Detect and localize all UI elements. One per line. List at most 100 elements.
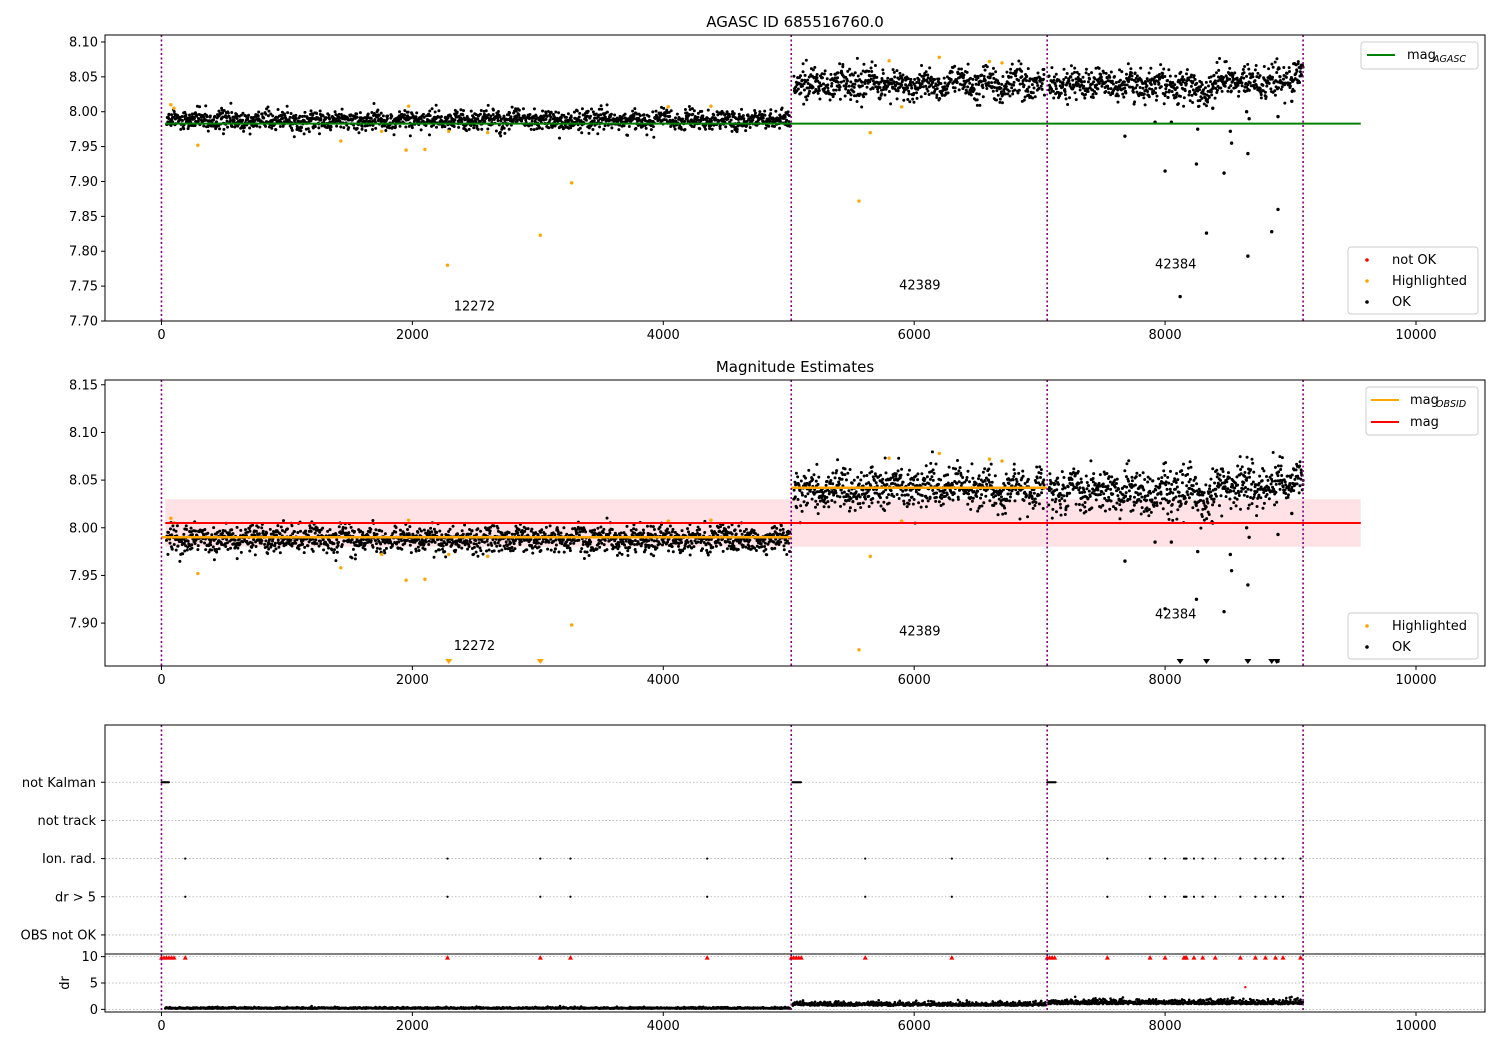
ok-point [1153, 82, 1157, 86]
ok-point [187, 113, 191, 117]
ok-point [1213, 96, 1217, 100]
ok-point [687, 113, 691, 117]
ok-point [769, 112, 773, 116]
ok-point [909, 77, 913, 81]
ok-point [1198, 98, 1202, 102]
ok-point [1022, 98, 1026, 102]
ok-point [1239, 79, 1243, 83]
ok-point [1241, 67, 1245, 71]
ok-point [557, 111, 561, 115]
panel-agasc-plot-area [105, 35, 1485, 321]
ok-point [1017, 88, 1021, 92]
ok-point [510, 545, 514, 549]
ok-point [332, 542, 336, 546]
ok-point [409, 551, 413, 555]
ok-point [491, 112, 495, 116]
ok-point [691, 112, 695, 116]
ok-point [405, 538, 409, 542]
ok-point [1111, 92, 1115, 96]
ok-point [317, 126, 321, 130]
ok-point [780, 106, 784, 110]
ok-point [408, 134, 412, 138]
ok-point [1287, 66, 1291, 70]
x-tick-label: 2000 [396, 328, 429, 343]
ok-point [745, 120, 749, 124]
ok-point [1082, 84, 1086, 88]
ok-point [375, 532, 379, 536]
ok-point [883, 83, 887, 87]
ok-point [973, 75, 977, 79]
ok-point [943, 85, 947, 89]
ok-point [1294, 72, 1298, 76]
ok-point [1275, 57, 1279, 61]
ok-point [209, 538, 213, 542]
ok-point [605, 103, 609, 107]
panel-agasc-frame [104, 34, 1486, 322]
y-tick-label: 7.85 [69, 210, 98, 225]
ok-point [602, 127, 606, 131]
ok-point [958, 72, 962, 76]
ok-point [647, 114, 651, 118]
ok-point [843, 94, 847, 98]
ok-point [419, 116, 423, 120]
ok-point [543, 532, 547, 536]
ok-point [1047, 74, 1051, 78]
ok-point [783, 115, 787, 119]
highlighted-point [169, 103, 173, 107]
ok-point [1273, 93, 1277, 97]
ok-point [164, 538, 168, 542]
ok-point [1187, 93, 1191, 97]
ok-point [1104, 71, 1108, 75]
ok-point [661, 113, 665, 117]
ok-point [1202, 102, 1206, 106]
ok-point [1042, 67, 1046, 71]
ok-point [203, 541, 207, 545]
ok-point [1283, 81, 1287, 85]
ok-point [375, 115, 379, 119]
ok-point [327, 546, 331, 550]
ok-point [747, 544, 751, 548]
ok-point [589, 114, 593, 118]
ok-point [1194, 162, 1199, 166]
ok-point [1065, 72, 1069, 76]
ok-point [251, 543, 255, 547]
highlighted-point [339, 139, 343, 143]
ok-point [1200, 83, 1204, 87]
ok-point [608, 115, 612, 119]
ok-point [370, 127, 374, 131]
ok-point [813, 65, 817, 69]
ok-point [625, 524, 629, 528]
ok-point [642, 113, 646, 117]
ok-point [836, 80, 840, 84]
ok-point [999, 86, 1003, 90]
ok-point [300, 542, 304, 546]
legend-ok-marker [1365, 300, 1369, 304]
highlighted-point [666, 105, 670, 109]
ok-point [820, 72, 824, 76]
ok-point [274, 547, 278, 551]
ok-point [683, 107, 687, 111]
ok-point [1062, 67, 1066, 71]
ok-point [1123, 134, 1127, 138]
ok-point [437, 548, 441, 552]
ok-point [714, 544, 718, 548]
ok-point [919, 85, 923, 89]
ok-point [1074, 98, 1078, 102]
ok-point [696, 540, 700, 544]
ok-point [681, 117, 685, 121]
ok-point [309, 538, 313, 542]
ok-point [568, 541, 572, 545]
ok-point [1191, 80, 1195, 84]
ok-point [328, 528, 332, 532]
ok-point [248, 549, 252, 553]
ok-point [315, 542, 319, 546]
ok-point [1203, 96, 1207, 100]
ok-point [273, 541, 277, 545]
ok-point [1267, 67, 1271, 71]
ok-point [907, 89, 911, 93]
ok-point [1129, 67, 1133, 71]
ok-point [251, 523, 255, 527]
ok-point [532, 107, 536, 111]
ok-point [626, 549, 630, 553]
ok-point [437, 109, 441, 113]
